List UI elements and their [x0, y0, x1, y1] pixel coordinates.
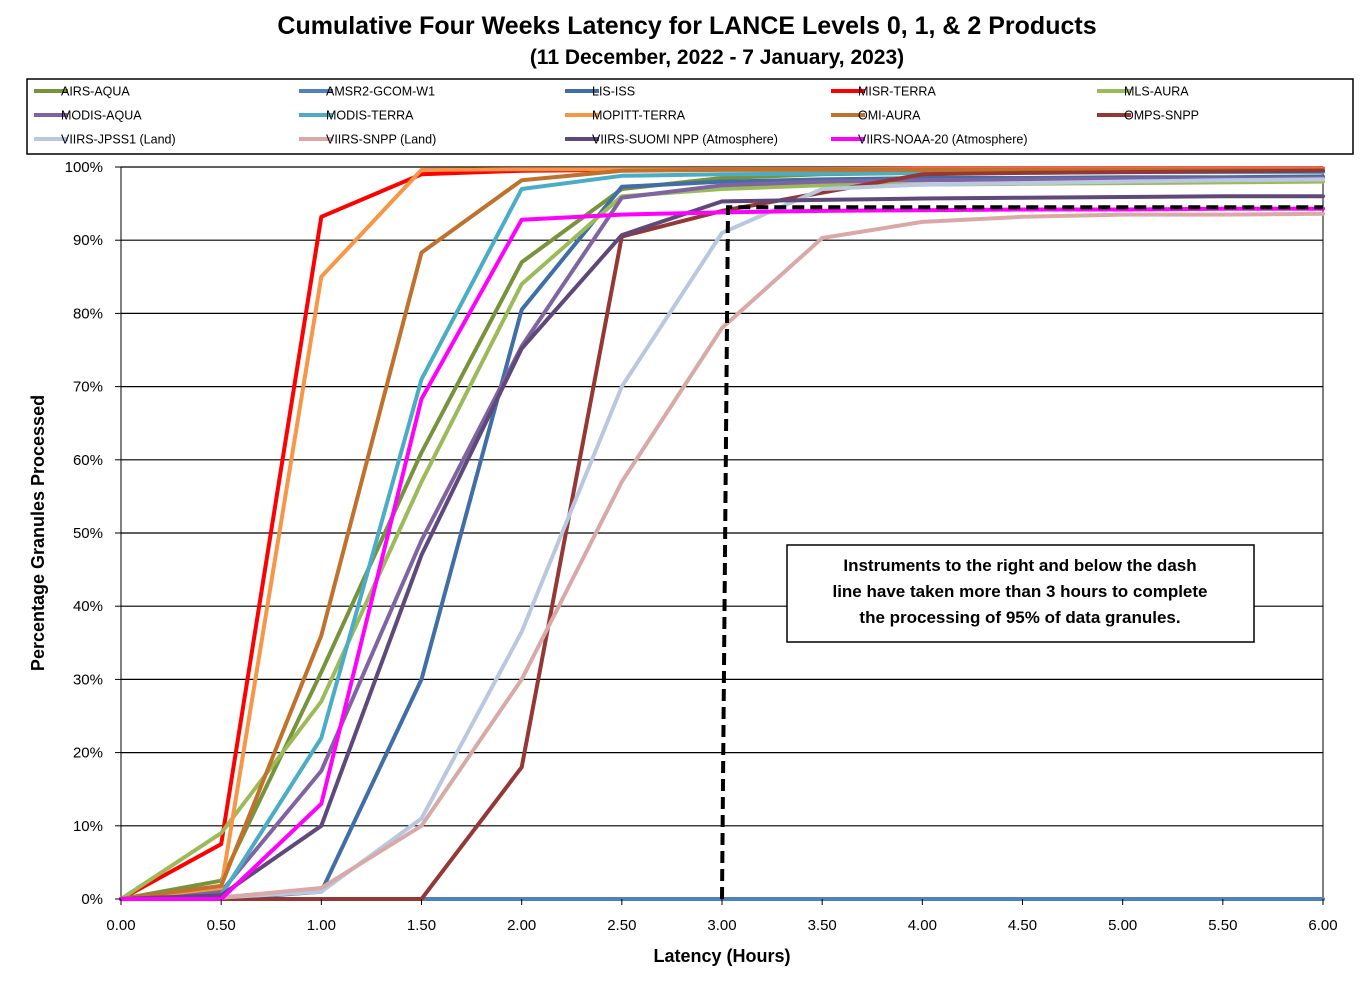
legend-label: LIS-ISS [592, 85, 635, 99]
series-line-5 [119, 176, 1325, 901]
legend-label: VIIRS-NOAA-20 (Atmosphere) [858, 133, 1028, 147]
y-tick-label: 50% [73, 525, 103, 542]
x-tick-label: 3.00 [707, 917, 736, 934]
x-tick-label: 4.00 [908, 917, 937, 934]
legend-label: VIIRS-JPSS1 (Land) [61, 133, 176, 147]
annotation-line-3: the processing of 95% of data granules. [859, 608, 1180, 627]
legend-box [26, 78, 1354, 155]
legend-label: OMI-AURA [858, 109, 921, 123]
legend-label: MOPITT-TERRA [592, 109, 686, 123]
y-tick-label: 30% [73, 671, 103, 688]
x-tick-label: 3.50 [808, 917, 837, 934]
y-tick-label: 40% [73, 598, 103, 615]
series-line-8 [119, 167, 1325, 901]
y-axis-title: Percentage Granules Processed [28, 395, 48, 671]
legend-label: MLS-AURA [1124, 85, 1189, 99]
y-tick-label: 90% [73, 232, 103, 249]
legend-label: MODIS-TERRA [326, 109, 414, 123]
legend-label: MISR-TERRA [858, 85, 936, 99]
x-tick-label: 5.00 [1108, 917, 1137, 934]
annotation-frame [786, 544, 1255, 643]
legend-label: AMSR2-GCOM-W1 [326, 85, 435, 99]
threshold-dashed-line [720, 205, 1323, 900]
legend-label: VIIRS-SUOMI NPP (Atmosphere) [592, 133, 778, 147]
y-tick-label: 20% [73, 745, 103, 762]
y-tick-label: 10% [73, 818, 103, 835]
x-tick-label: 2.50 [607, 917, 636, 934]
chart-legend: AIRS-AQUA AMSR2-GCOM-W1 LIS-ISS MISR-TERRA M… [26, 78, 1354, 155]
annotation-box: Instruments to the right and below the d… [786, 544, 1255, 643]
series-line-10 [119, 177, 1325, 901]
y-tick-label: 80% [73, 305, 103, 322]
x-axis-ticks: 0.00 0.50 1.00 1.50 2.00 2.50 3.00 3.50 4.00 4.50… [106, 899, 1338, 934]
x-tick-label: 1.00 [307, 917, 336, 934]
legend-label: MODIS-AQUA [61, 109, 142, 123]
annotation-line-1: Instruments to the right and below the d… [843, 556, 1196, 575]
x-tick-label: 4.50 [1008, 917, 1037, 934]
annotation-line-2: line have taken more than 3 hours to com… [832, 582, 1207, 601]
x-tick-label: 0.00 [106, 917, 135, 934]
x-tick-label: 0.50 [207, 917, 236, 934]
y-axis-ticks: 0% 10% 20% 30% 40% 50% 60% 70% 80% 90% 100% [65, 159, 121, 908]
plot-area [119, 166, 1325, 901]
chart-title: Cumulative Four Weeks Latency for LANCE … [277, 12, 1096, 40]
series-line-12 [119, 194, 1325, 901]
x-tick-label: 2.00 [507, 917, 536, 934]
x-tick-label: 6.00 [1308, 917, 1337, 934]
y-tick-label: 70% [73, 379, 103, 396]
y-tick-label: 100% [65, 159, 103, 176]
series-lines [119, 166, 1325, 901]
y-tick-label: 60% [73, 452, 103, 469]
x-axis-title: Latency (Hours) [653, 946, 790, 966]
legend-label: AIRS-AQUA [61, 85, 130, 99]
y-tick-label: 0% [81, 891, 103, 908]
legend-label: OMPS-SNPP [1124, 109, 1199, 123]
series-line-13 [119, 206, 1325, 901]
series-line-11 [119, 211, 1325, 901]
x-tick-label: 5.50 [1208, 917, 1237, 934]
legend-label: VIIRS-SNPP (Land) [326, 133, 436, 147]
x-tick-label: 1.50 [407, 917, 436, 934]
chart-subtitle: (11 December, 2022 - 7 January, 2023) [530, 46, 904, 69]
